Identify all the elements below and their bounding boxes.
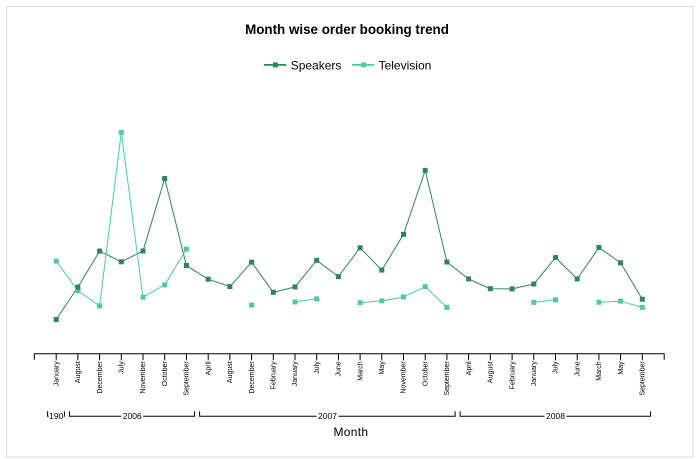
svg-text:March: March	[596, 361, 603, 381]
svg-text:August: August	[488, 361, 495, 383]
svg-text:2006: 2006	[123, 411, 142, 421]
svg-text:June: June	[336, 361, 343, 376]
svg-text:November: November	[140, 361, 147, 394]
svg-text:January: January	[531, 361, 538, 386]
svg-text:July: July	[119, 361, 126, 374]
svg-text:190: 190	[49, 411, 63, 421]
svg-text:November: November	[401, 361, 408, 394]
svg-text:Month wise order booking trend: Month wise order booking trend	[245, 22, 449, 37]
svg-text:August: August	[75, 361, 82, 383]
svg-text:Month: Month	[333, 425, 368, 439]
svg-text:June: June	[574, 361, 581, 376]
svg-text:January: January	[53, 361, 60, 386]
svg-text:September: September	[444, 361, 451, 396]
svg-text:December: December	[97, 361, 104, 394]
svg-text:May: May	[379, 361, 386, 375]
svg-text:2008: 2008	[546, 411, 565, 421]
svg-text:February: February	[509, 361, 516, 390]
svg-text:April: April	[466, 361, 473, 375]
svg-text:October: October	[162, 361, 169, 387]
svg-text:October: October	[422, 361, 429, 387]
svg-text:February: February	[271, 361, 278, 390]
svg-text:May: May	[618, 361, 625, 375]
svg-text:Television: Television	[379, 59, 432, 73]
svg-text:July: July	[314, 361, 321, 374]
svg-text:September: September	[640, 361, 647, 396]
svg-text:January: January	[292, 361, 299, 386]
svg-text:March: March	[357, 361, 364, 381]
svg-text:Speakers: Speakers	[291, 59, 342, 73]
svg-text:December: December	[249, 361, 256, 394]
svg-text:September: September	[184, 361, 191, 396]
svg-text:2007: 2007	[318, 411, 337, 421]
svg-text:July: July	[553, 361, 560, 374]
svg-text:August: August	[227, 361, 234, 383]
svg-text:April: April	[205, 361, 212, 375]
